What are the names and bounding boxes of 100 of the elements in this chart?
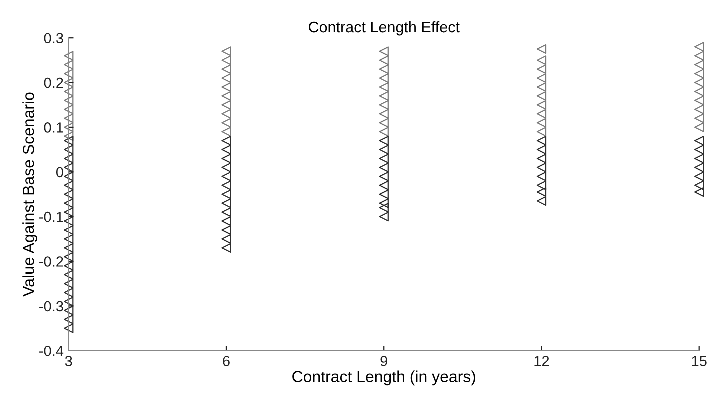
point	[379, 198, 389, 208]
point	[222, 91, 232, 102]
point	[64, 154, 74, 164]
point	[222, 73, 232, 84]
point	[64, 324, 74, 334]
point	[694, 96, 704, 106]
point	[694, 136, 704, 146]
point	[222, 109, 232, 119]
point	[694, 42, 704, 52]
point	[222, 82, 232, 92]
point	[694, 78, 704, 88]
point	[222, 172, 232, 182]
point	[64, 234, 74, 244]
point	[379, 180, 389, 190]
point	[64, 172, 74, 182]
y-axis-title: Value Against Base Scenario	[22, 92, 38, 297]
point	[64, 162, 74, 173]
point	[64, 288, 74, 298]
point	[379, 118, 389, 128]
point	[536, 172, 547, 182]
point	[64, 144, 74, 155]
point	[222, 56, 232, 66]
point	[64, 216, 74, 226]
point	[379, 82, 389, 92]
point	[222, 216, 232, 226]
point	[536, 136, 547, 146]
point	[222, 208, 232, 218]
point	[222, 154, 232, 164]
point	[64, 270, 74, 280]
point	[64, 279, 74, 289]
point	[64, 306, 74, 316]
point	[64, 136, 74, 146]
point	[222, 243, 232, 253]
point	[379, 203, 389, 213]
point	[379, 46, 389, 56]
point	[536, 44, 547, 54]
point	[694, 86, 704, 97]
point	[64, 69, 74, 79]
point	[536, 64, 547, 74]
point	[536, 109, 547, 119]
point	[222, 127, 232, 137]
x-tick-label: 15	[692, 356, 707, 366]
point	[64, 198, 74, 208]
point	[694, 122, 704, 132]
point	[694, 144, 704, 155]
point	[64, 104, 74, 114]
point	[379, 162, 389, 173]
point	[694, 51, 704, 61]
point	[536, 56, 547, 66]
point	[222, 234, 232, 244]
point	[222, 136, 232, 146]
y-tick-label: 0	[56, 167, 64, 178]
y-tick-label: 0.1	[44, 122, 64, 133]
x-axis-title: Contract Length (in years)	[292, 370, 476, 386]
point	[379, 73, 389, 84]
point	[222, 162, 232, 173]
point	[694, 114, 704, 124]
point	[694, 172, 704, 182]
point	[536, 180, 547, 190]
x-tick-label: 9	[380, 356, 388, 366]
point	[536, 154, 547, 164]
point	[379, 109, 389, 119]
y-tick-label: -0.3	[40, 301, 64, 312]
point	[694, 180, 704, 190]
point	[694, 69, 704, 79]
point	[222, 100, 232, 110]
point	[64, 86, 74, 97]
point	[222, 118, 232, 128]
x-tick-label: 3	[65, 356, 72, 366]
point	[536, 187, 547, 198]
point	[222, 180, 232, 190]
point	[536, 196, 547, 206]
point	[694, 187, 704, 198]
point	[694, 162, 704, 173]
point	[64, 252, 74, 262]
point	[64, 225, 74, 236]
y-tick-label: -0.4	[40, 346, 64, 356]
point	[536, 118, 547, 128]
point	[694, 60, 704, 70]
point	[222, 225, 232, 236]
point	[64, 51, 74, 61]
point	[64, 96, 74, 106]
point	[64, 114, 74, 124]
point	[64, 208, 74, 218]
point	[379, 127, 389, 137]
point	[694, 154, 704, 164]
point	[64, 314, 74, 324]
point	[222, 46, 232, 56]
point	[64, 243, 74, 253]
point	[222, 198, 232, 208]
chart-title: Contract Length Effect	[309, 21, 460, 36]
point	[64, 78, 74, 88]
point	[64, 180, 74, 190]
point	[694, 104, 704, 114]
y-tick-label: -0.1	[40, 212, 64, 222]
point	[222, 144, 232, 155]
point	[379, 154, 389, 164]
x-tick-label: 12	[534, 356, 550, 366]
point	[222, 190, 232, 200]
point	[379, 100, 389, 110]
